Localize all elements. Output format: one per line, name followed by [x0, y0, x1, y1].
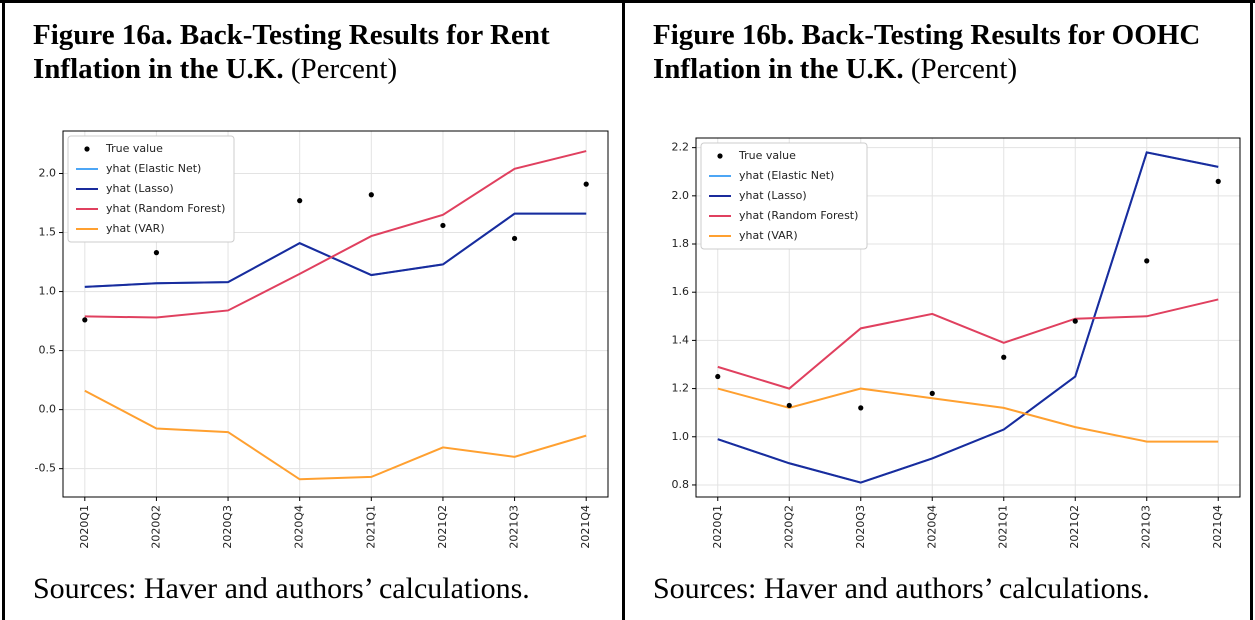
figure-title: Figure 16a. Back-Testing Results for Ren…: [33, 18, 628, 86]
x-tick-label: 2020Q3: [221, 505, 234, 549]
legend-marker: [84, 146, 90, 152]
top-border: [0, 0, 1255, 3]
series-line: [84, 212, 587, 288]
y-tick-label: 1.6: [672, 285, 690, 298]
y-tick-label: 2.2: [672, 141, 690, 154]
x-tick-label: 2021Q3: [1140, 505, 1153, 549]
data-point: [153, 250, 160, 256]
data-point: [786, 402, 792, 409]
data-point: [297, 198, 303, 204]
legend-label: yhat (Lasso): [106, 182, 174, 195]
series-line: [84, 389, 587, 481]
data-point: [1215, 178, 1221, 184]
legend-label: yhat (VAR): [739, 229, 798, 242]
series-line: [717, 387, 1219, 443]
plot-frame: [62, 130, 609, 498]
x-tick-label: 2020Q2: [149, 505, 162, 549]
legend-label: True value: [738, 149, 796, 162]
legend-label: yhat (Lasso): [739, 189, 807, 202]
y-tick-label: 1.2: [672, 382, 690, 395]
x-tick-label: 2020Q3: [854, 505, 867, 549]
y-tick-label: 0.5: [39, 344, 57, 357]
legend-label: yhat (Elastic Net): [106, 162, 201, 175]
data-point: [583, 181, 589, 187]
data-point: [929, 390, 935, 396]
y-tick-label: 1.0: [39, 285, 57, 298]
x-tick-label: 2021Q2: [436, 505, 449, 549]
y-tick-label: 1.8: [672, 237, 690, 250]
x-tick-label: 2020Q4: [925, 505, 938, 549]
left-border: [2, 0, 5, 620]
x-tick-label: 2021Q2: [1068, 505, 1081, 549]
legend-box: [67, 135, 235, 243]
source-note: Sources: Haver and authors’ calculations…: [33, 572, 530, 605]
y-tick-label: 1.5: [39, 226, 57, 239]
data-point: [1144, 258, 1150, 264]
series-line: [84, 150, 587, 319]
divider: [622, 0, 625, 620]
legend-box: [700, 142, 868, 250]
y-tick-label: 0.8: [672, 478, 690, 491]
x-tick-label: 2020Q2: [782, 505, 795, 549]
x-tick-label: 2020Q1: [711, 505, 724, 549]
y-tick-label: 1.0: [672, 430, 690, 443]
x-tick-label: 2020Q1: [78, 505, 91, 549]
legend-label: yhat (VAR): [106, 222, 165, 235]
series-line: [717, 298, 1219, 390]
x-tick-label: 2021Q1: [364, 505, 377, 549]
data-point: [368, 192, 374, 198]
legend-label: yhat (Elastic Net): [739, 169, 834, 182]
y-tick-label: 2.0: [39, 167, 57, 180]
legend-label: yhat (Random Forest): [739, 209, 858, 222]
title: Figure 16a. Back-Testing Results for Ren…: [33, 19, 550, 85]
data-point: [440, 222, 446, 229]
legend-label: True value: [105, 142, 163, 155]
x-tick-label: 2021Q4: [579, 505, 592, 549]
title: Figure 16b. Back-Testing Results for OOH…: [653, 19, 1201, 85]
y-tick-label: 0.0: [39, 403, 57, 416]
y-tick-label: -0.5: [35, 462, 56, 475]
data-point: [1001, 354, 1007, 360]
plot-frame: [695, 137, 1241, 498]
data-point: [1072, 318, 1078, 324]
data-point: [511, 235, 518, 242]
data-point: [858, 405, 864, 411]
x-tick-label: 2021Q4: [1211, 505, 1224, 549]
data-point: [82, 317, 88, 323]
y-tick-label: 1.4: [672, 333, 690, 346]
x-tick-label: 2021Q3: [508, 505, 521, 549]
x-tick-label: 2021Q1: [997, 505, 1010, 549]
legend-marker: [717, 153, 723, 159]
series-line: [717, 151, 1219, 484]
legend-label: yhat (Random Forest): [106, 202, 225, 215]
data-point: [715, 373, 721, 380]
figure-title: Figure 16b. Back-Testing Results for OOH…: [653, 18, 1248, 86]
right-border: [1250, 0, 1253, 620]
subtitle: (Percent): [910, 53, 1018, 85]
source-note: Sources: Haver and authors’ calculations…: [653, 572, 1150, 605]
y-tick-label: 2.0: [672, 189, 690, 202]
subtitle: (Percent): [290, 53, 398, 85]
x-tick-label: 2020Q4: [293, 505, 306, 549]
